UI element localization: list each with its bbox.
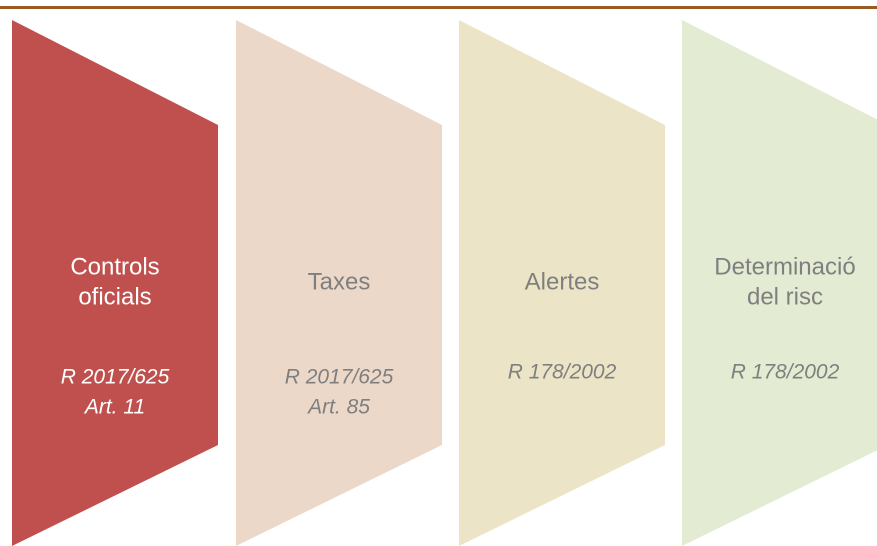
step-reference: Art. 11	[83, 396, 145, 419]
step-reference: R 178/2002	[731, 361, 840, 384]
step-label: Determinació	[714, 253, 855, 280]
step-reference: R 2017/625	[285, 366, 394, 389]
step-label: oficials	[78, 283, 151, 310]
top-rule	[0, 6, 877, 9]
step-reference: Art. 85	[306, 396, 370, 419]
step-reference: R 178/2002	[508, 361, 617, 384]
step-shape	[12, 20, 218, 546]
step-shape	[236, 20, 442, 546]
step-reference: R 2017/625	[61, 366, 170, 389]
step-label: del risc	[747, 283, 823, 310]
step-label: Controls	[70, 253, 159, 280]
step-shape	[459, 20, 665, 546]
step-label: Alertes	[525, 268, 600, 295]
step-shape	[682, 20, 877, 546]
step-label: Taxes	[308, 268, 371, 295]
